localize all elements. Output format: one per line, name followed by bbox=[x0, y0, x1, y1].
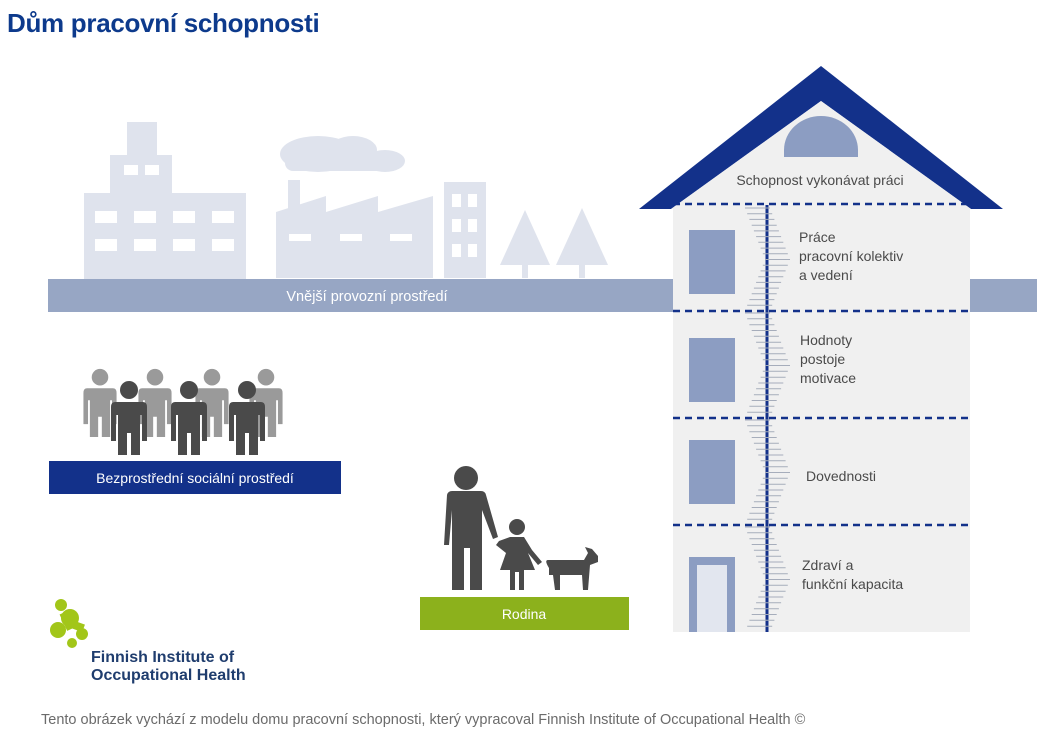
page-title: Dům pracovní schopnosti bbox=[7, 8, 320, 38]
fioh-logo: Finnish Institute of Occupational Health bbox=[50, 599, 246, 684]
house-roof bbox=[639, 66, 1003, 209]
floor-dividers bbox=[673, 202, 970, 527]
skyline-windows bbox=[95, 165, 477, 257]
external-environment-bar: Vnější provozní prostředí bbox=[48, 279, 1037, 312]
social-environment-bar: Bezprostřední sociální prostředí bbox=[49, 461, 341, 494]
floor-1-label: Práce pracovní kolektiv a vedení bbox=[799, 229, 907, 283]
floor-4-label: Zdraví a funkční kapacita bbox=[802, 557, 903, 592]
house: Schopnost vykonávat práci Práce pracovní… bbox=[639, 66, 1003, 632]
floor-2-label: Hodnoty postoje motivace bbox=[800, 332, 856, 386]
external-environment-label: Vnější provozní prostředí bbox=[286, 289, 447, 305]
source-caption: Tento obrázek vychází z modelu domu prac… bbox=[41, 712, 806, 728]
social-environment-label: Bezprostřední sociální prostředí bbox=[96, 470, 294, 486]
attic-window bbox=[784, 116, 858, 157]
floor-3-label: Dovednosti bbox=[806, 468, 876, 484]
logo-line-1: Finnish Institute of bbox=[91, 649, 235, 666]
family-label: Rodina bbox=[502, 606, 547, 622]
people-group-icon bbox=[83, 368, 283, 455]
fioh-logo-mark bbox=[50, 599, 88, 648]
family-icon bbox=[444, 466, 598, 590]
house-windows bbox=[689, 230, 735, 632]
family-bar: Rodina bbox=[420, 597, 629, 630]
logo-line-2: Occupational Health bbox=[91, 667, 246, 684]
stair-steps bbox=[745, 207, 790, 627]
roof-label: Schopnost vykonávat práci bbox=[736, 172, 903, 188]
city-skyline bbox=[84, 122, 608, 279]
